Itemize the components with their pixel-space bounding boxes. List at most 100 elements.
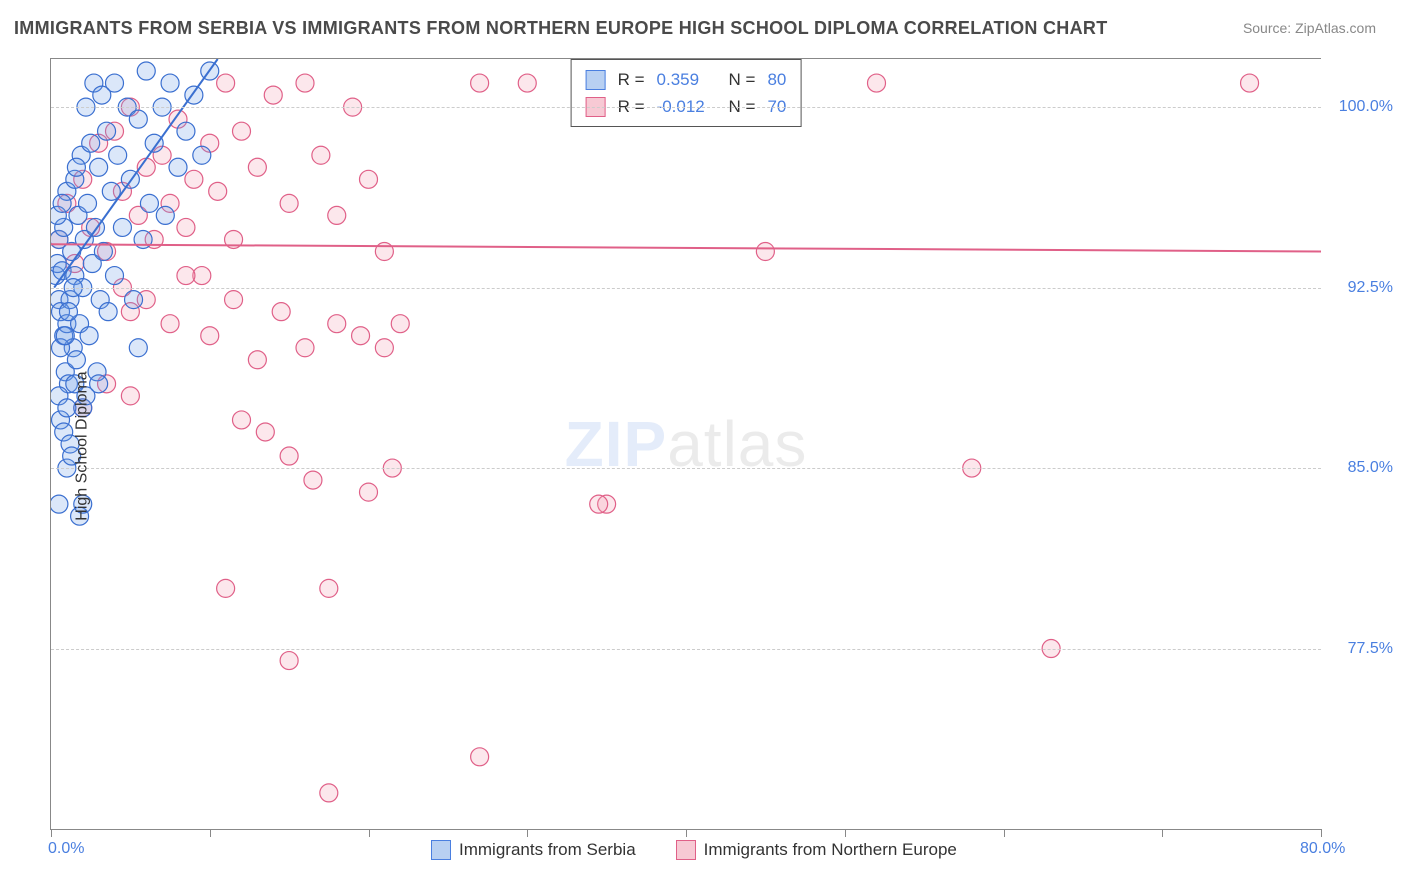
data-point bbox=[109, 146, 127, 164]
x-tick bbox=[527, 829, 528, 837]
data-point bbox=[280, 652, 298, 670]
data-point bbox=[125, 291, 143, 309]
x-tick bbox=[1321, 829, 1322, 837]
gridline bbox=[51, 649, 1321, 650]
data-point bbox=[90, 158, 108, 176]
data-point bbox=[296, 74, 314, 92]
x-tick bbox=[686, 829, 687, 837]
legend-swatch bbox=[431, 840, 451, 860]
x-tick bbox=[369, 829, 370, 837]
chart-title: IMMIGRANTS FROM SERBIA VS IMMIGRANTS FRO… bbox=[14, 18, 1108, 39]
series-legend: Immigrants from Serbia Immigrants from No… bbox=[431, 840, 957, 860]
source-label: Source: ZipAtlas.com bbox=[1243, 20, 1376, 36]
data-point bbox=[217, 74, 235, 92]
data-point bbox=[106, 74, 124, 92]
data-point bbox=[82, 134, 100, 152]
data-point bbox=[106, 267, 124, 285]
data-point bbox=[518, 74, 536, 92]
data-point bbox=[137, 62, 155, 80]
data-point bbox=[280, 447, 298, 465]
x-tick bbox=[1162, 829, 1163, 837]
data-point bbox=[233, 122, 251, 140]
x-tick bbox=[845, 829, 846, 837]
data-point bbox=[98, 122, 116, 140]
data-point bbox=[272, 303, 290, 321]
data-point bbox=[868, 74, 886, 92]
gridline bbox=[51, 107, 1321, 108]
data-point bbox=[312, 146, 330, 164]
data-point bbox=[375, 339, 393, 357]
plot-svg bbox=[51, 59, 1321, 829]
data-point bbox=[304, 471, 322, 489]
data-point bbox=[140, 194, 158, 212]
data-point bbox=[185, 170, 203, 188]
gridline bbox=[51, 288, 1321, 289]
data-point bbox=[756, 243, 774, 261]
legend-item: Immigrants from Serbia bbox=[431, 840, 636, 860]
data-point bbox=[256, 423, 274, 441]
data-point bbox=[328, 315, 346, 333]
plot-area: ZIPatlas R = 0.359N = 80R = -0.012N = 70… bbox=[50, 58, 1321, 830]
data-point bbox=[67, 158, 85, 176]
data-point bbox=[296, 339, 314, 357]
legend-swatch bbox=[586, 70, 606, 90]
data-point bbox=[59, 303, 77, 321]
trend-line bbox=[51, 244, 1321, 251]
data-point bbox=[90, 375, 108, 393]
legend-item: Immigrants from Northern Europe bbox=[676, 840, 957, 860]
data-point bbox=[53, 194, 71, 212]
y-tick-label: 77.5% bbox=[1333, 640, 1393, 658]
correlation-legend: R = 0.359N = 80R = -0.012N = 70 bbox=[571, 59, 802, 127]
legend-label: Immigrants from Serbia bbox=[459, 840, 636, 860]
data-point bbox=[360, 170, 378, 188]
data-point bbox=[161, 74, 179, 92]
data-point bbox=[248, 158, 266, 176]
data-point bbox=[156, 206, 174, 224]
x-max-label: 80.0% bbox=[1300, 840, 1345, 858]
legend-row: R = 0.359N = 80 bbox=[586, 66, 787, 93]
y-tick-label: 85.0% bbox=[1333, 459, 1393, 477]
data-point bbox=[99, 303, 117, 321]
data-point bbox=[471, 748, 489, 766]
data-point bbox=[129, 339, 147, 357]
data-point bbox=[169, 158, 187, 176]
x-min-label: 0.0% bbox=[48, 840, 84, 858]
data-point bbox=[391, 315, 409, 333]
y-tick-label: 92.5% bbox=[1333, 279, 1393, 297]
data-point bbox=[161, 315, 179, 333]
data-point bbox=[79, 194, 97, 212]
data-point bbox=[129, 110, 147, 128]
data-point bbox=[145, 134, 163, 152]
data-point bbox=[264, 86, 282, 104]
y-axis-label: High School Diploma bbox=[74, 371, 92, 520]
data-point bbox=[51, 495, 68, 513]
legend-label: Immigrants from Northern Europe bbox=[704, 840, 957, 860]
data-point bbox=[471, 74, 489, 92]
data-point bbox=[280, 194, 298, 212]
data-point bbox=[352, 327, 370, 345]
data-point bbox=[328, 206, 346, 224]
legend-swatch bbox=[676, 840, 696, 860]
data-point bbox=[217, 579, 235, 597]
data-point bbox=[201, 327, 219, 345]
data-point bbox=[193, 146, 211, 164]
gridline bbox=[51, 468, 1321, 469]
data-point bbox=[56, 327, 74, 345]
data-point bbox=[233, 411, 251, 429]
y-tick-label: 100.0% bbox=[1333, 98, 1393, 116]
x-tick bbox=[1004, 829, 1005, 837]
data-point bbox=[360, 483, 378, 501]
data-point bbox=[590, 495, 608, 513]
data-point bbox=[80, 327, 98, 345]
data-point bbox=[320, 784, 338, 802]
data-point bbox=[177, 218, 195, 236]
data-point bbox=[67, 351, 85, 369]
data-point bbox=[113, 218, 131, 236]
data-point bbox=[177, 267, 195, 285]
data-point bbox=[225, 291, 243, 309]
x-tick bbox=[51, 829, 52, 837]
data-point bbox=[177, 122, 195, 140]
data-point bbox=[121, 387, 139, 405]
x-tick bbox=[210, 829, 211, 837]
data-point bbox=[320, 579, 338, 597]
